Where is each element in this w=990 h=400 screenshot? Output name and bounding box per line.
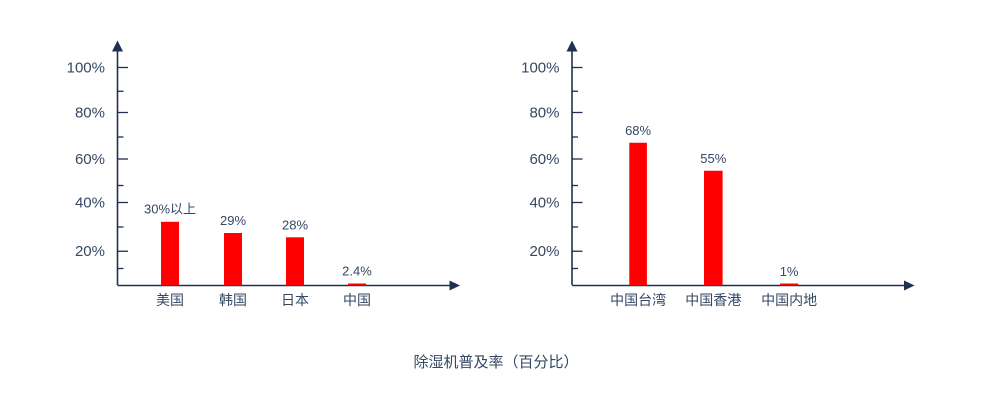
svg-text:40%: 40% — [529, 195, 559, 212]
svg-text:2.4%: 2.4% — [342, 264, 372, 279]
svg-text:28%: 28% — [282, 217, 308, 232]
svg-text:80%: 80% — [529, 105, 559, 122]
svg-text:80%: 80% — [75, 105, 105, 122]
svg-text:20%: 20% — [75, 243, 105, 260]
svg-text:30%以上: 30%以上 — [144, 202, 196, 217]
svg-text:中国香港: 中国香港 — [685, 292, 741, 308]
svg-text:100%: 100% — [521, 60, 559, 77]
svg-text:40%: 40% — [75, 195, 105, 212]
svg-text:60%: 60% — [75, 151, 105, 168]
svg-text:中国: 中国 — [343, 292, 371, 308]
svg-text:1%: 1% — [780, 264, 799, 279]
svg-text:60%: 60% — [529, 151, 559, 168]
svg-text:100%: 100% — [67, 60, 105, 77]
svg-text:美国: 美国 — [156, 292, 184, 308]
svg-text:68%: 68% — [625, 123, 651, 138]
svg-text:日本: 日本 — [281, 292, 309, 308]
svg-text:29%: 29% — [220, 213, 246, 228]
svg-text:55%: 55% — [700, 151, 726, 166]
svg-text:中国内地: 中国内地 — [761, 292, 817, 308]
svg-text:中国台湾: 中国台湾 — [610, 292, 666, 308]
svg-text:除湿机普及率（百分比）: 除湿机普及率（百分比） — [413, 354, 578, 371]
svg-text:20%: 20% — [529, 243, 559, 260]
svg-text:韩国: 韩国 — [219, 292, 247, 308]
